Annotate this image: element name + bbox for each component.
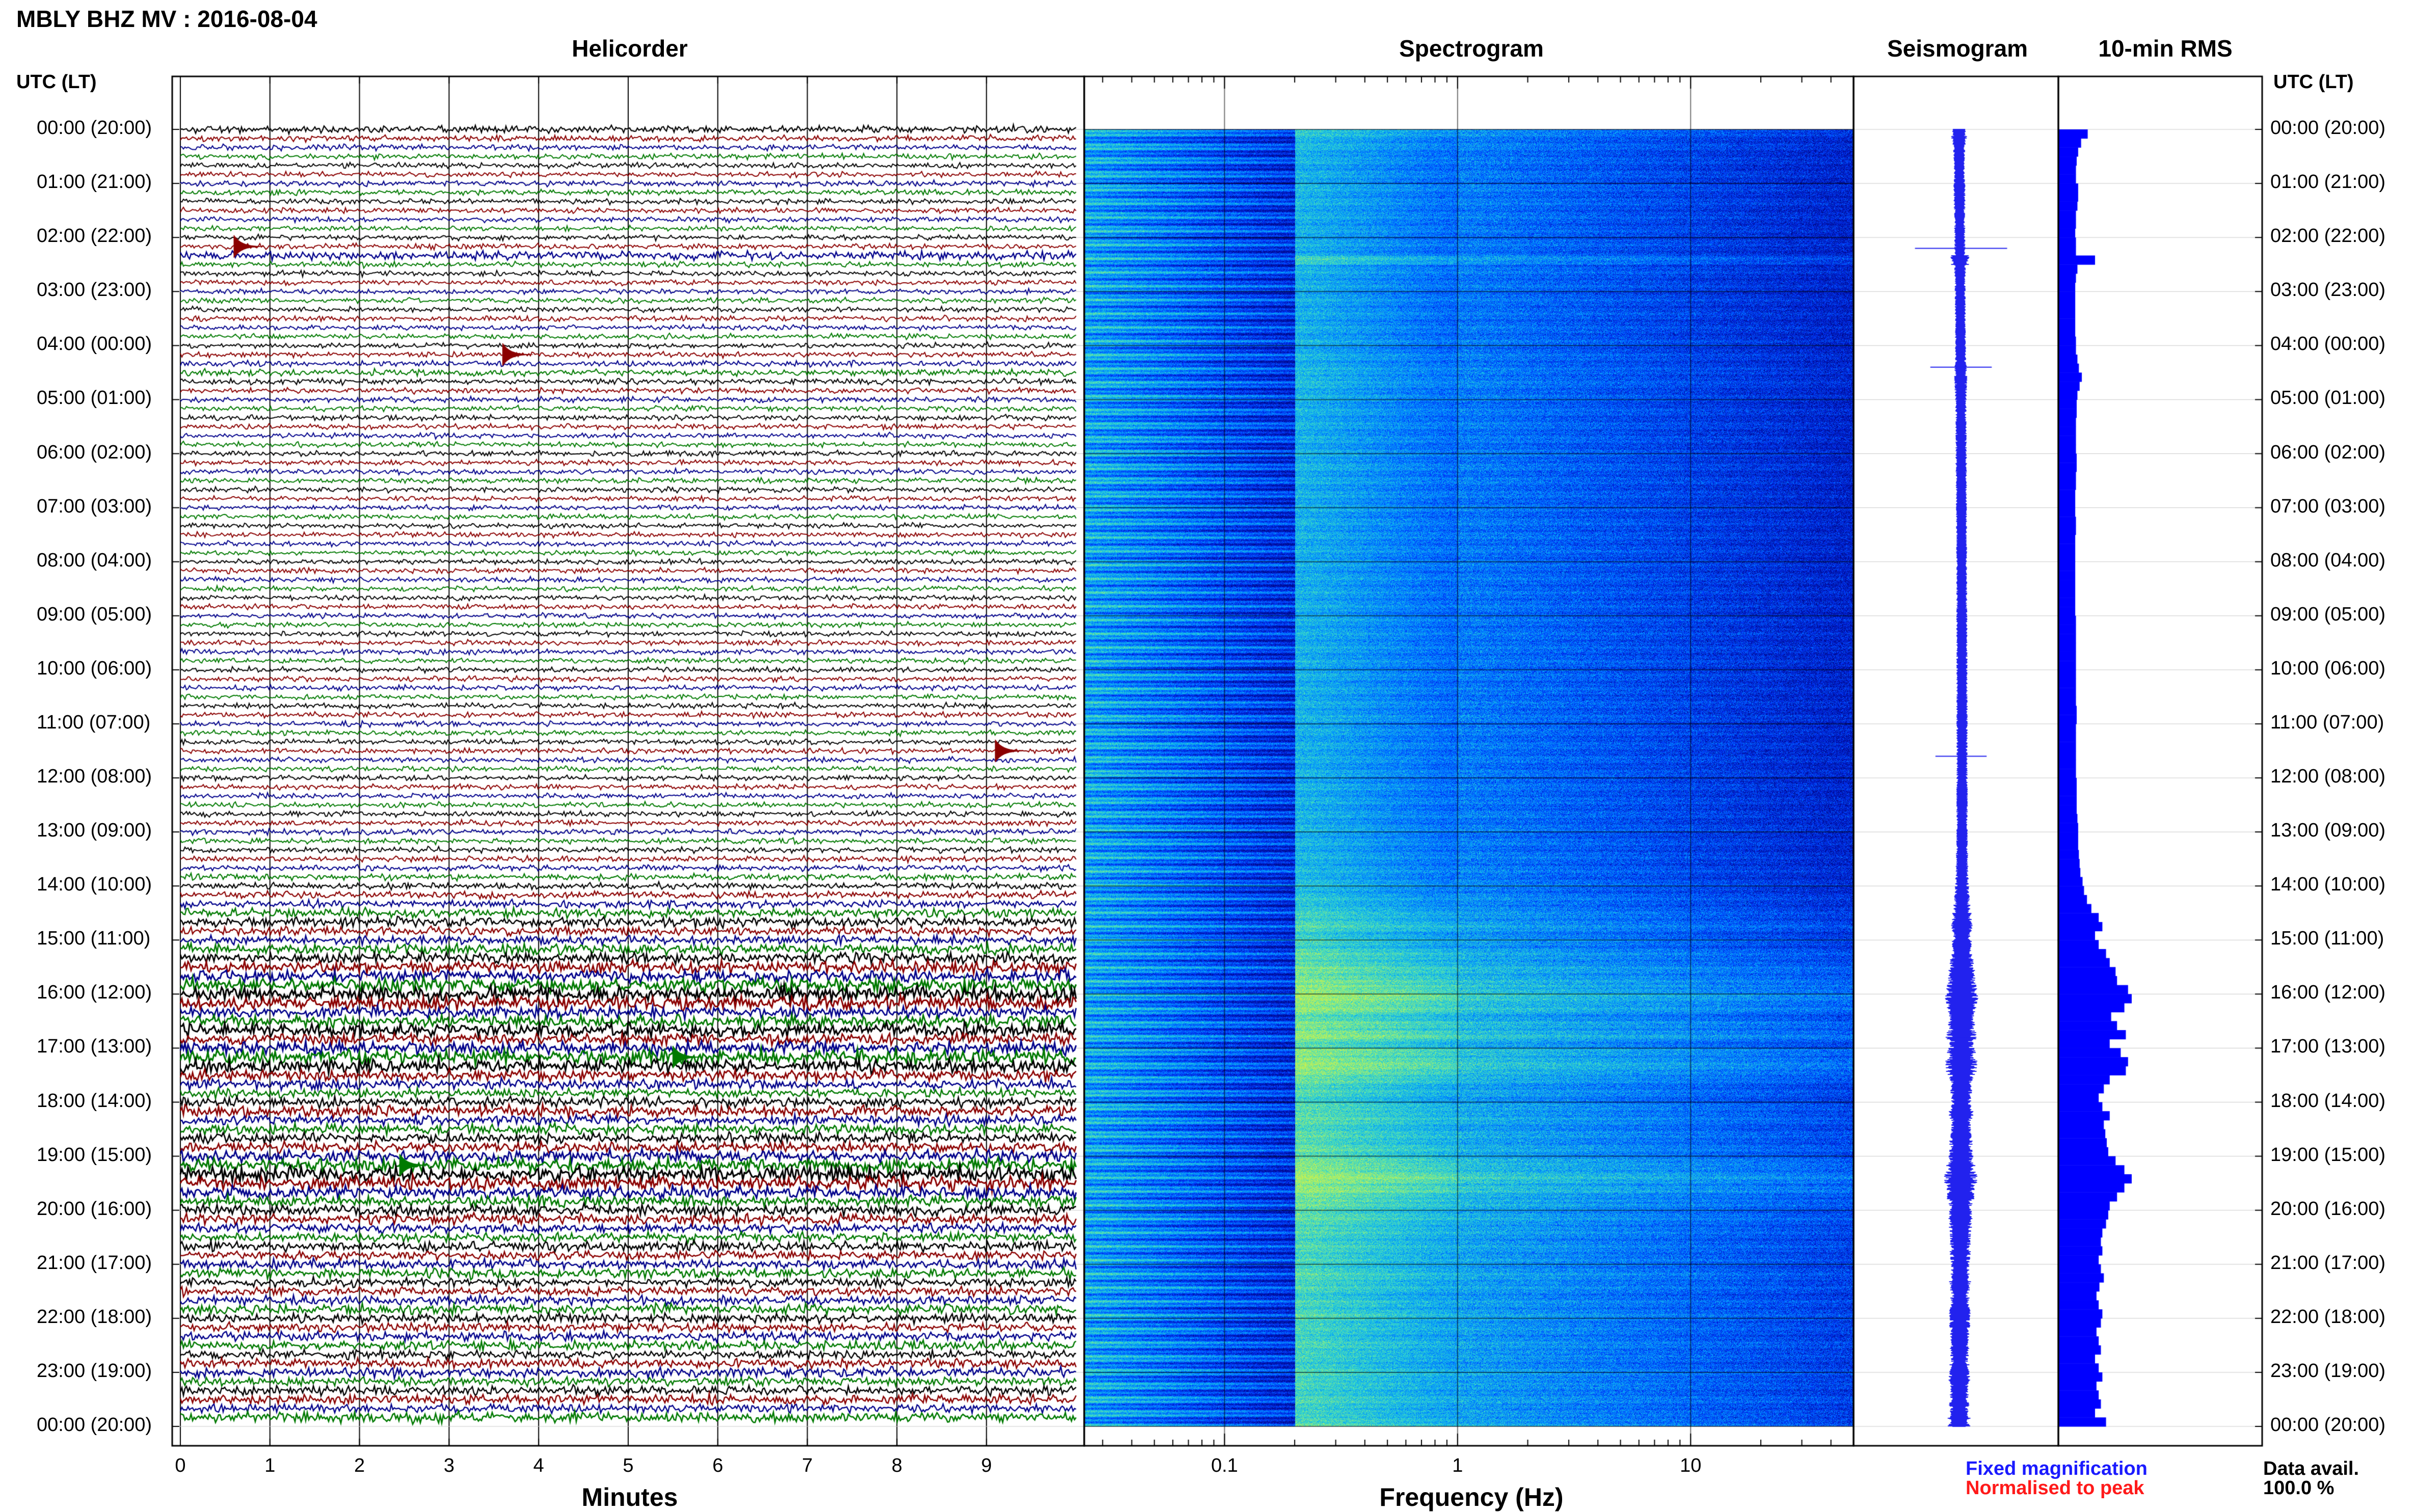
y-tick-label-left: 05:00 (01:00) bbox=[37, 387, 152, 409]
y-tick-label-left: 23:00 (19:00) bbox=[37, 1360, 152, 1382]
x-tick-label-helicorder: 7 bbox=[802, 1455, 813, 1476]
y-tick-label-left: 19:00 (15:00) bbox=[37, 1144, 152, 1166]
y-tick-label-left: 18:00 (14:00) bbox=[37, 1090, 152, 1112]
y-tick-label-right: 19:00 (15:00) bbox=[2270, 1144, 2386, 1166]
y-tick-label-right: 23:00 (19:00) bbox=[2270, 1360, 2386, 1382]
y-axis-header-left: UTC (LT) bbox=[16, 71, 97, 93]
y-tick-label-left: 14:00 (10:00) bbox=[37, 874, 152, 896]
page-title: MBLY BHZ MV : 2016-08-04 bbox=[16, 6, 317, 32]
x-tick-label-helicorder: 2 bbox=[354, 1455, 365, 1476]
y-tick-label-right: 12:00 (08:00) bbox=[2270, 766, 2386, 787]
x-axis-label-spectrogram: Frequency (Hz) bbox=[1379, 1483, 1564, 1511]
x-tick-label-helicorder: 4 bbox=[533, 1455, 544, 1476]
data-availability-label: Data avail. bbox=[2263, 1458, 2359, 1479]
y-axis-header-right: UTC (LT) bbox=[2273, 71, 2354, 93]
y-tick-label-left: 04:00 (00:00) bbox=[37, 333, 152, 355]
y-tick-label-left: 17:00 (13:00) bbox=[37, 1036, 152, 1058]
y-tick-label-left: 06:00 (02:00) bbox=[37, 441, 152, 463]
y-tick-label-right: 21:00 (17:00) bbox=[2270, 1252, 2386, 1274]
y-tick-label-right: 13:00 (09:00) bbox=[2270, 820, 2386, 842]
y-tick-label-right: 20:00 (16:00) bbox=[2270, 1198, 2386, 1220]
y-tick-label-left: 03:00 (23:00) bbox=[37, 279, 152, 301]
x-tick-label-helicorder: 6 bbox=[712, 1455, 723, 1476]
y-tick-label-left: 09:00 (05:00) bbox=[37, 603, 152, 625]
y-tick-label-right: 09:00 (05:00) bbox=[2270, 603, 2386, 625]
y-tick-label-left: 22:00 (18:00) bbox=[37, 1306, 152, 1328]
y-tick-label-left: 11:00 (07:00) bbox=[37, 711, 151, 733]
y-tick-label-right: 08:00 (04:00) bbox=[2270, 549, 2386, 571]
y-tick-label-left: 15:00 (11:00) bbox=[37, 928, 151, 950]
y-tick-label-right: 06:00 (02:00) bbox=[2270, 441, 2386, 463]
y-tick-label-right: 00:00 (20:00) bbox=[2270, 117, 2386, 139]
y-tick-label-right: 15:00 (11:00) bbox=[2270, 928, 2384, 950]
panel-title-rms: 10-min RMS bbox=[2098, 35, 2233, 62]
x-tick-label-spectrogram: 10 bbox=[1680, 1455, 1702, 1476]
y-tick-label-left: 02:00 (22:00) bbox=[37, 225, 152, 247]
x-tick-label-helicorder: 5 bbox=[623, 1455, 634, 1476]
x-tick-label-helicorder: 9 bbox=[981, 1455, 992, 1476]
y-tick-label-right: 05:00 (01:00) bbox=[2270, 387, 2386, 409]
y-tick-label-right: 14:00 (10:00) bbox=[2270, 874, 2386, 896]
y-tick-label-right: 22:00 (18:00) bbox=[2270, 1306, 2386, 1328]
panel-title-helicorder: Helicorder bbox=[572, 35, 688, 62]
y-tick-label-left: 12:00 (08:00) bbox=[37, 766, 152, 787]
y-tick-label-right: 16:00 (12:00) bbox=[2270, 982, 2386, 1004]
data-availability-value: 100.0 % bbox=[2263, 1477, 2335, 1499]
y-tick-label-left: 07:00 (03:00) bbox=[37, 495, 152, 517]
y-tick-label-right: 02:00 (22:00) bbox=[2270, 225, 2386, 247]
y-tick-label-left: 00:00 (20:00) bbox=[37, 117, 152, 139]
x-tick-label-helicorder: 0 bbox=[175, 1455, 186, 1476]
x-tick-label-spectrogram: 1 bbox=[1452, 1455, 1463, 1476]
y-tick-label-right: 00:00 (20:00) bbox=[2270, 1414, 2386, 1436]
x-axis-label-helicorder: Minutes bbox=[581, 1483, 678, 1511]
panel-title-seismogram: Seismogram bbox=[1887, 35, 2028, 62]
y-tick-label-right: 17:00 (13:00) bbox=[2270, 1036, 2386, 1058]
y-tick-label-left: 00:00 (20:00) bbox=[37, 1414, 152, 1436]
panel-title-spectrogram: Spectrogram bbox=[1399, 35, 1544, 62]
y-tick-label-right: 11:00 (07:00) bbox=[2270, 711, 2384, 733]
y-tick-label-left: 16:00 (12:00) bbox=[37, 982, 152, 1004]
y-tick-label-right: 18:00 (14:00) bbox=[2270, 1090, 2386, 1112]
y-tick-label-left: 08:00 (04:00) bbox=[37, 549, 152, 571]
y-tick-label-left: 13:00 (09:00) bbox=[37, 820, 152, 842]
y-tick-label-right: 01:00 (21:00) bbox=[2270, 171, 2386, 193]
x-tick-label-helicorder: 3 bbox=[443, 1455, 454, 1476]
x-tick-label-spectrogram: 0.1 bbox=[1211, 1455, 1238, 1476]
x-tick-label-helicorder: 8 bbox=[891, 1455, 902, 1476]
y-tick-label-right: 10:00 (06:00) bbox=[2270, 657, 2386, 679]
legend-normalised-to-peak: Normalised to peak bbox=[1966, 1477, 2144, 1499]
y-tick-label-right: 07:00 (03:00) bbox=[2270, 495, 2386, 517]
x-tick-label-helicorder: 1 bbox=[264, 1455, 276, 1476]
y-tick-label-left: 20:00 (16:00) bbox=[37, 1198, 152, 1220]
y-tick-label-left: 21:00 (17:00) bbox=[37, 1252, 152, 1274]
y-tick-label-right: 03:00 (23:00) bbox=[2270, 279, 2386, 301]
legend-fixed-magnification: Fixed magnification bbox=[1966, 1458, 2148, 1479]
y-tick-label-right: 04:00 (00:00) bbox=[2270, 333, 2386, 355]
y-tick-label-left: 01:00 (21:00) bbox=[37, 171, 152, 193]
y-tick-label-left: 10:00 (06:00) bbox=[37, 657, 152, 679]
